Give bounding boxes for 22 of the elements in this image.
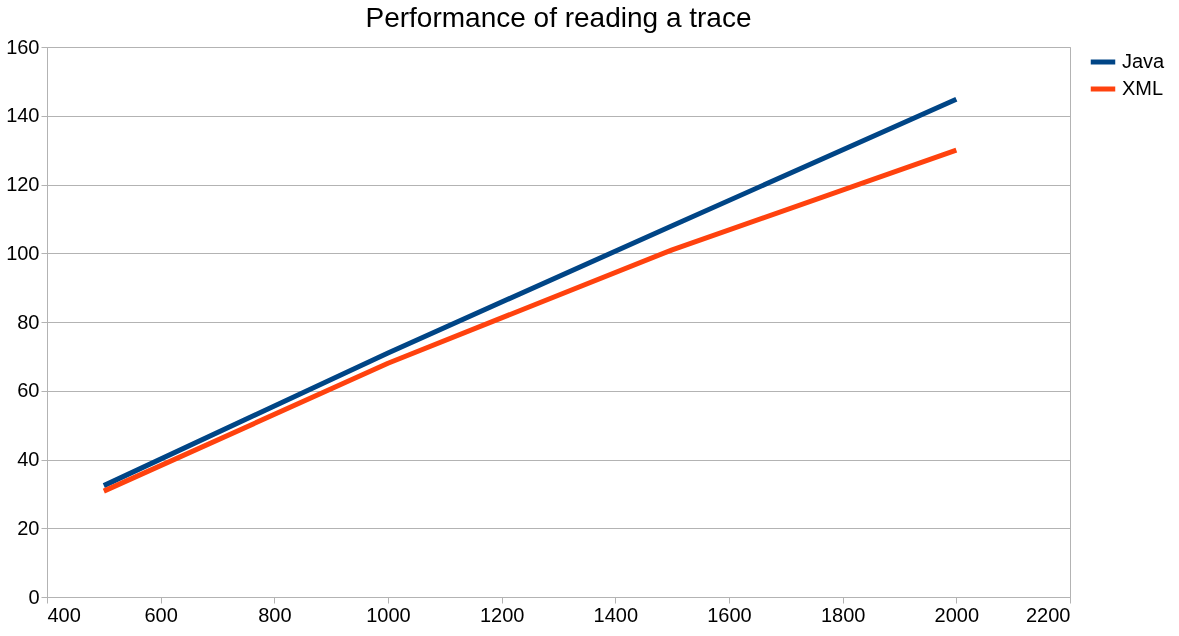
x-tick-label: 600 <box>144 603 178 626</box>
y-tick-label: 40 <box>17 448 40 470</box>
y-tick-label: 20 <box>17 516 40 539</box>
y-tick-label: 160 <box>6 35 40 58</box>
legend-label: XML <box>1122 77 1164 99</box>
x-tick-label: 2000 <box>934 603 980 626</box>
chart-title: Performance of reading a trace <box>365 2 752 33</box>
x-tick-label: 400 <box>47 603 81 626</box>
y-tick-label: 120 <box>6 173 40 195</box>
legend-label: Java <box>1122 50 1166 72</box>
x-tick-label: 800 <box>258 603 292 626</box>
x-tick-label: 1200 <box>479 603 525 626</box>
x-tick-label: 1400 <box>593 603 639 626</box>
y-tick-label: 140 <box>6 104 40 127</box>
y-tick-label: 100 <box>6 241 40 264</box>
x-tick-label: 1000 <box>366 603 411 626</box>
y-tick-label: 60 <box>17 379 40 402</box>
x-tick-label: 1800 <box>820 603 866 626</box>
x-tick-label: 1600 <box>707 603 752 626</box>
y-tick-label: 80 <box>17 310 40 333</box>
y-tick-label: 0 <box>28 585 40 608</box>
x-tick-label: 2200 <box>1026 603 1071 626</box>
